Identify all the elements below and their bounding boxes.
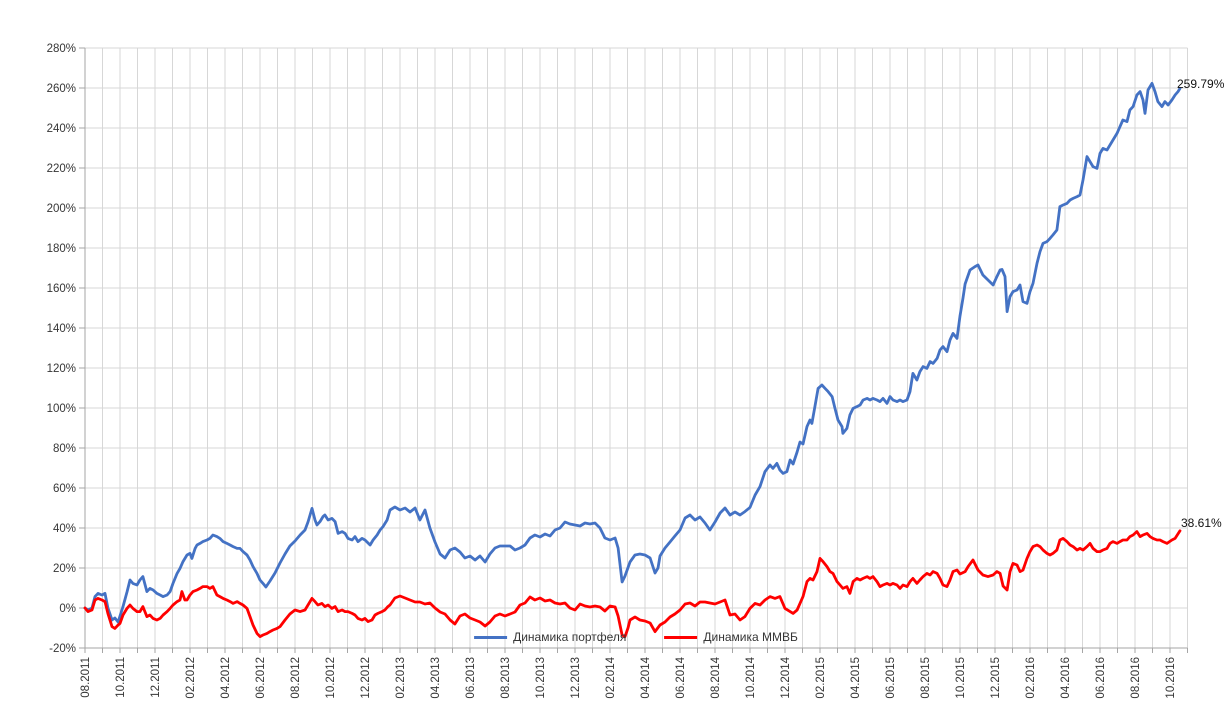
y-axis-label: 180%: [47, 243, 76, 255]
y-axis-label: 260%: [47, 83, 76, 95]
x-axis-label: 06.2014: [675, 656, 687, 698]
x-axis-label: 06.2013: [465, 657, 477, 699]
x-axis-label: 04.2014: [640, 656, 652, 698]
y-axis-label: 20%: [53, 563, 76, 575]
y-axis-label: 120%: [47, 363, 76, 375]
x-axis-label: 08.2014: [710, 656, 722, 698]
x-axis-label: 02.2013: [395, 657, 407, 699]
y-axis-label: 100%: [47, 403, 76, 415]
x-axis-label: 04.2013: [430, 657, 442, 699]
x-axis-label: 12.2013: [570, 657, 582, 699]
y-axis-label: 140%: [47, 323, 76, 335]
legend-item-micex[interactable]: Динамика ММВБ: [664, 630, 798, 644]
legend-label-micex: Динамика ММВБ: [703, 630, 798, 644]
y-axis-label: 200%: [47, 203, 76, 215]
x-axis-label: 10.2015: [955, 657, 967, 699]
legend-swatch-micex-icon: [664, 635, 698, 639]
x-axis-label: 10.2016: [1165, 657, 1177, 699]
x-axis-label: 12.2015: [990, 657, 1002, 699]
x-axis-label: 02.2014: [605, 656, 617, 698]
x-axis-label: 06.2012: [255, 657, 267, 699]
y-axis-label: 280%: [47, 43, 76, 55]
x-axis-label: 08.2013: [500, 657, 512, 699]
legend-swatch-portfolio-icon: [474, 635, 508, 639]
x-axis-label: 12.2012: [360, 657, 372, 699]
x-axis-label: 10.2013: [535, 657, 547, 699]
x-axis-label: 12.2011: [150, 657, 162, 698]
legend-item-portfolio[interactable]: Динамика портфеля: [474, 630, 626, 644]
y-axis-label: -20%: [49, 643, 76, 655]
x-axis-label: 10.2012: [325, 657, 337, 699]
x-axis-label: 02.2016: [1025, 657, 1037, 699]
series-line-portfolio[interactable]: [83, 82, 1182, 624]
x-axis-label: 08.2011: [80, 657, 92, 698]
x-axis-label: 06.2016: [1095, 657, 1107, 699]
y-axis-label: 240%: [47, 123, 76, 135]
end-value-label-portfolio: 259.79%: [1177, 77, 1225, 91]
x-axis-label: 04.2016: [1060, 657, 1072, 699]
legend: Динамика портфеля Динамика ММВБ: [474, 630, 798, 644]
legend-label-portfolio: Динамика портфеля: [513, 630, 627, 644]
series-line-micex[interactable]: [83, 529, 1182, 638]
x-axis-label: 10.2011: [115, 657, 127, 698]
x-axis-label: 10.2014: [745, 656, 757, 698]
x-axis-label: 02.2012: [185, 657, 197, 699]
end-value-label-micex: 38.61%: [1181, 516, 1222, 530]
x-axis-label: 12.2014: [780, 656, 792, 698]
x-axis-label: 04.2015: [850, 657, 862, 699]
x-axis-label: 08.2015: [920, 657, 932, 699]
y-axis-label: 80%: [53, 443, 76, 455]
y-axis-label: 160%: [47, 283, 76, 295]
x-axis-label: 04.2012: [220, 657, 232, 699]
y-axis-label: 0%: [59, 603, 76, 615]
x-axis-label: 08.2012: [290, 657, 302, 699]
y-axis-label: 220%: [47, 163, 76, 175]
y-axis-label: 60%: [53, 483, 76, 495]
x-axis-label: 02.2015: [815, 657, 827, 699]
y-axis-label: 40%: [53, 523, 76, 535]
x-axis-label: 06.2015: [885, 657, 897, 699]
x-axis-label: 08.2016: [1130, 657, 1142, 699]
